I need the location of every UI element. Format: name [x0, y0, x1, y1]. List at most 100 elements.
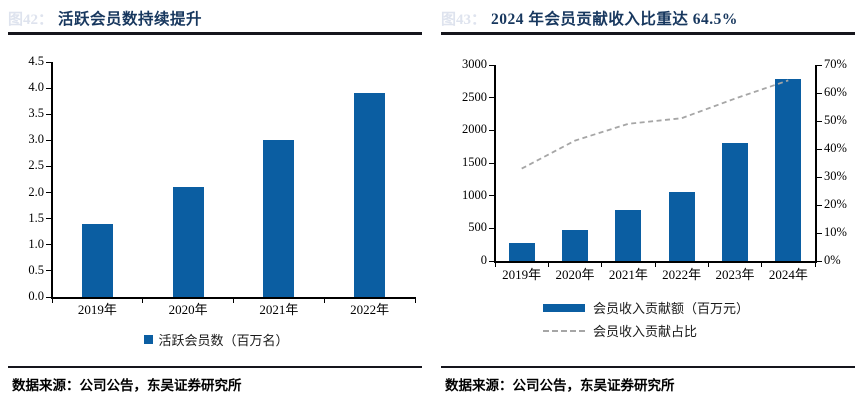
figure-number-right: 图43： — [441, 11, 487, 28]
right-chart-legend: 会员收入贡献额（百万元） 会员收入贡献占比 — [543, 300, 750, 339]
right-title-row: 图43： 2024 年会员贡献收入比重达 64.5% — [441, 5, 858, 31]
y-tick-label: 2.5 — [28, 158, 44, 173]
y-tick-label: 2000 — [462, 122, 487, 137]
y-tick — [46, 218, 51, 220]
y-tick-label: 2500 — [462, 89, 487, 104]
y-tick-label: 4.5 — [28, 54, 44, 68]
secondary-y-tick — [816, 176, 822, 178]
x-tick-label: 2022年 — [662, 267, 702, 282]
left-title-row: 图42： 活跃会员数持续提升 — [8, 5, 425, 31]
y-tick-label: 1000 — [462, 187, 487, 202]
x-tick — [814, 262, 816, 267]
x-tick-label: 2021年 — [608, 267, 648, 282]
y-tick — [46, 139, 51, 141]
x-tick-label: 2024年 — [768, 267, 808, 282]
x-tick-label: 2023年 — [715, 267, 755, 282]
y-tick — [46, 87, 51, 89]
left-chart-panel: 图42： 活跃会员数持续提升 0.0 0.5 1.0 1.5 2.0 2.5 3.0 3.5 4… — [0, 5, 433, 393]
x-tick — [233, 298, 234, 303]
y-tick — [46, 270, 51, 272]
secondary-y-tick — [816, 64, 822, 66]
y-tick-label: 0.0 — [28, 289, 44, 303]
y-tick-label: 3.5 — [28, 106, 44, 121]
x-tick-label: 2019年 — [77, 302, 117, 317]
bar-2019年 — [81, 223, 113, 297]
legend-swatch-square-icon — [144, 335, 154, 344]
y-tick-label: 0 — [480, 253, 487, 267]
y-tick — [489, 129, 494, 131]
x-tick — [707, 262, 709, 267]
legend-swatch-dashed-line-icon — [543, 329, 585, 332]
y-tick — [46, 296, 51, 298]
bar-chart-active-members: 0.0 0.5 1.0 1.5 2.0 2.5 3.0 3.5 4.0 4.5 2019年 2020年… — [28, 54, 416, 317]
bar-2019年 — [508, 242, 535, 261]
y-tick-label: 3000 — [462, 57, 487, 71]
x-tick — [547, 262, 549, 267]
y-tick — [489, 64, 494, 66]
x-tick — [761, 262, 763, 267]
left-data-source: 数据来源：公司公告，东吴证券研究所 — [12, 378, 242, 393]
right-chart-panel: 图43： 2024 年会员贡献收入比重达 64.5% 0 500 1000 1500 2… — [433, 0, 866, 404]
right-source-divider — [441, 366, 855, 368]
bar-2023年 — [722, 143, 748, 261]
y-axis — [494, 65, 496, 263]
secondary-y-tick-label: 50% — [824, 113, 847, 127]
secondary-y-tick-label: 70% — [824, 57, 847, 71]
y-tick — [489, 162, 494, 164]
y-tick-label: 1.5 — [28, 210, 44, 225]
bar-2021年 — [615, 210, 642, 261]
x-tick-label: 2020年 — [555, 267, 595, 282]
left-source-divider — [8, 366, 422, 368]
figure-number-left: 图42： — [8, 11, 54, 28]
secondary-y-tick — [816, 204, 822, 206]
x-tick — [494, 262, 496, 267]
y-tick — [46, 61, 51, 63]
y-tick-label: 1500 — [462, 155, 487, 169]
x-tick — [142, 298, 144, 303]
secondary-y-tick — [816, 120, 822, 122]
bar-2020年 — [172, 187, 204, 297]
legend-label-revenue-amount: 会员收入贡献额（百万元） — [593, 301, 750, 316]
y-tick-label: 2.0 — [28, 184, 44, 199]
y-tick-label: 4.0 — [28, 80, 44, 95]
right-chart-title: 2024 年会员贡献收入比重达 64.5% — [491, 11, 738, 28]
x-tick-label: 2020年 — [168, 302, 208, 317]
x-tick — [654, 262, 656, 267]
secondary-y-tick-label: 40% — [824, 141, 847, 155]
secondary-y-tick-label: 30% — [824, 169, 847, 183]
x-tick-label: 2019年 — [502, 267, 542, 282]
legend-label-active-members: 活跃会员数（百万名） — [158, 333, 289, 348]
secondary-y-tick-label: 0% — [824, 253, 841, 267]
y-tick-label: 500 — [468, 220, 487, 235]
y-tick — [46, 244, 51, 246]
legend-row-bar-series: 会员收入贡献额（百万元） — [543, 300, 750, 316]
right-data-source: 数据来源：公司公告，东吴证券研究所 — [445, 378, 675, 393]
x-tick-label: 2022年 — [350, 302, 390, 317]
y-tick — [489, 227, 494, 229]
x-axis — [494, 261, 816, 263]
secondary-y-tick — [816, 148, 822, 150]
secondary-y-axis — [815, 65, 817, 263]
x-axis — [51, 297, 416, 299]
y-tick — [46, 192, 51, 194]
legend-label-revenue-share: 会员收入贡献占比 — [593, 324, 698, 339]
y-tick-label: 1.0 — [28, 236, 44, 251]
left-title-divider — [8, 32, 422, 35]
left-chart-legend: 活跃会员数（百万名） — [0, 330, 433, 349]
x-tick — [414, 298, 416, 303]
secondary-y-tick-label: 10% — [824, 225, 847, 239]
combo-chart-member-revenue: 0 500 1000 1500 2000 2500 3000 0% 10% 20% 30% 40% 50… — [433, 0, 866, 404]
x-tick — [323, 298, 325, 303]
bar-2022年 — [354, 93, 386, 297]
bar-2024年 — [775, 79, 802, 261]
secondary-y-tick-label: 20% — [824, 197, 847, 211]
x-tick — [51, 298, 53, 303]
y-axis — [51, 62, 53, 299]
y-tick-label: 0.5 — [28, 262, 44, 277]
secondary-y-tick — [816, 232, 822, 234]
right-title-divider — [441, 32, 855, 35]
legend-row-line-series: 会员收入贡献占比 — [543, 323, 749, 339]
x-tick-label: 2021年 — [259, 302, 299, 317]
secondary-y-tick-label: 60% — [824, 85, 847, 99]
